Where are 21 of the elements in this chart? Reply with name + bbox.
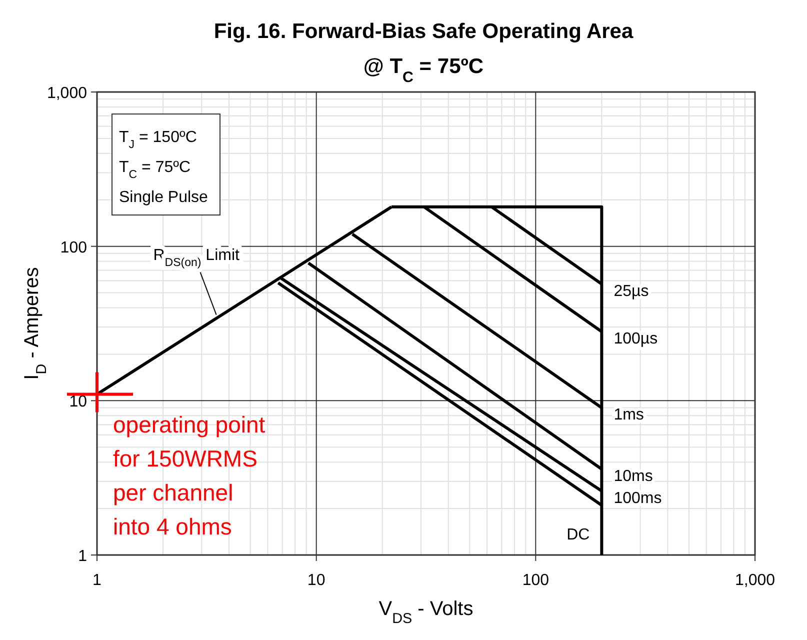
y-tick-label: 1,000 bbox=[46, 85, 88, 102]
y-tick-label: 1 bbox=[78, 548, 88, 565]
series-label: 1ms bbox=[614, 406, 644, 424]
y-tick-label: 10 bbox=[69, 394, 88, 411]
annotation: T$_{C}$ = 75ºC bbox=[119, 159, 191, 181]
x-tick-label: 1,000 bbox=[734, 572, 776, 589]
x-axis-title: V$_{DS}$ - Volts bbox=[378, 598, 474, 627]
x-tick-label: 100 bbox=[522, 572, 550, 589]
x-tick-label: 1 bbox=[92, 572, 102, 589]
y-tick-label: 100 bbox=[60, 239, 88, 256]
annotation: T$_{J}$ = 150ºC bbox=[119, 129, 197, 151]
series-label: 25µs bbox=[614, 283, 649, 300]
chart-subtitle: @ T$_{C}$ = 75ºC bbox=[363, 55, 484, 86]
annotation: Single Pulse bbox=[119, 189, 208, 206]
annotation: operating point for 150WRMS per channel into 4 ohms bbox=[113, 411, 266, 540]
x-tick-label: 10 bbox=[307, 572, 326, 589]
series-label: 100µs bbox=[614, 330, 658, 348]
chart-title: Fig. 16. Forward-Bias Safe Operating Area bbox=[214, 20, 634, 43]
series-label: 10ms bbox=[614, 468, 653, 486]
series-label: 100ms bbox=[614, 490, 662, 507]
series-label: DC bbox=[566, 526, 590, 544]
